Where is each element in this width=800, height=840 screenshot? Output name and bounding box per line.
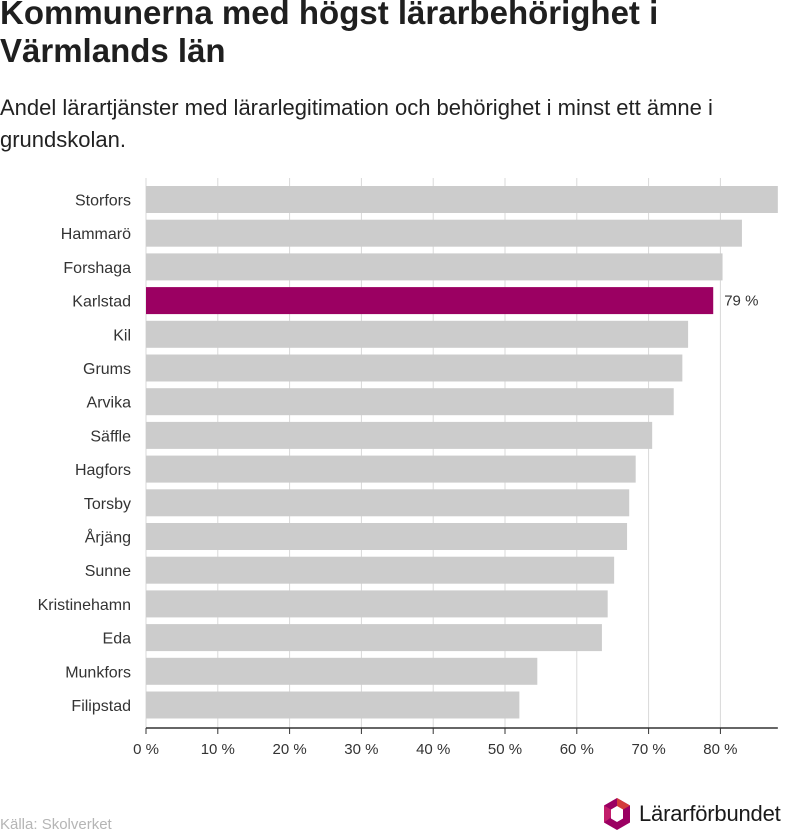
x-tick-label: 80 % — [703, 741, 737, 758]
bar-forshaga — [146, 253, 723, 281]
lararforbundet-logo-icon — [604, 798, 630, 830]
category-labels: Storfors Hammarö Forshaga Karlstad Kil Grums A… — [38, 193, 131, 716]
category-label: Säffle — [90, 428, 131, 445]
x-axis: 0 % 10 % 20 % 30 % 40 % 50 % 60 % 70 % 80 % — [133, 727, 778, 758]
x-tick-label: 10 % — [201, 741, 235, 758]
category-label: Grums — [83, 361, 131, 378]
x-tick-label: 70 % — [631, 741, 665, 758]
bar-säffle — [146, 421, 653, 449]
bar-kil — [146, 320, 689, 348]
chart-title: Kommunerna med högst lärarbehörighet i V… — [0, 0, 659, 69]
bar-chart-svg: Storfors Hammarö Forshaga Karlstad Kil Grums A… — [38, 178, 778, 758]
category-label: Kristinehamn — [38, 597, 131, 614]
category-label: Storfors — [75, 193, 131, 210]
bar-munkfors — [146, 657, 538, 685]
category-label: Hagfors — [75, 462, 131, 479]
category-label: Karlstad — [72, 294, 131, 311]
bar-arvika — [146, 388, 674, 416]
x-tick-label: 50 % — [488, 741, 522, 758]
data-labels: 79 % — [724, 293, 758, 310]
category-label: Hammarö — [61, 226, 131, 243]
bar-eda — [146, 624, 602, 652]
bar-årjäng — [146, 523, 628, 550]
category-label: Filipstad — [71, 698, 131, 715]
chart-subtitle: Andel lärartjänster med lärarlegitimatio… — [0, 95, 713, 152]
x-tick-label: 60 % — [560, 741, 594, 758]
bar-karlstad — [146, 287, 714, 315]
bar-hammarö — [146, 219, 742, 247]
bar-filipstad — [146, 691, 520, 719]
bar-chart: Storfors Hammarö Forshaga Karlstad Kil Grums A… — [0, 170, 800, 765]
x-tick-label: 30 % — [344, 741, 378, 758]
bars — [146, 186, 778, 719]
category-label: Årjäng — [85, 528, 131, 547]
bar-storfors — [146, 186, 778, 213]
logo-text: Lärarförbundet — [639, 801, 781, 826]
category-label: Forshaga — [63, 260, 131, 277]
source-note: Källa: Skolverket — [0, 816, 112, 833]
bar-hagfors — [146, 455, 636, 483]
bar-sunne — [146, 556, 615, 584]
category-label: Munkfors — [65, 664, 131, 681]
category-label: Arvika — [87, 395, 132, 412]
x-tick-label: 20 % — [272, 741, 306, 758]
bar-grums — [146, 354, 683, 382]
bar-kristinehamn — [146, 590, 608, 618]
x-tick-label: 0 % — [133, 741, 159, 758]
category-label: Torsby — [84, 496, 131, 513]
x-tick-label: 40 % — [416, 741, 450, 758]
bar-torsby — [146, 489, 630, 517]
lararforbundet-logo[interactable]: Lärarförbundet — [602, 797, 781, 831]
data-label: 79 % — [724, 293, 758, 310]
category-label: Sunne — [85, 563, 131, 580]
category-label: Eda — [103, 631, 132, 648]
category-label: Kil — [113, 327, 131, 344]
